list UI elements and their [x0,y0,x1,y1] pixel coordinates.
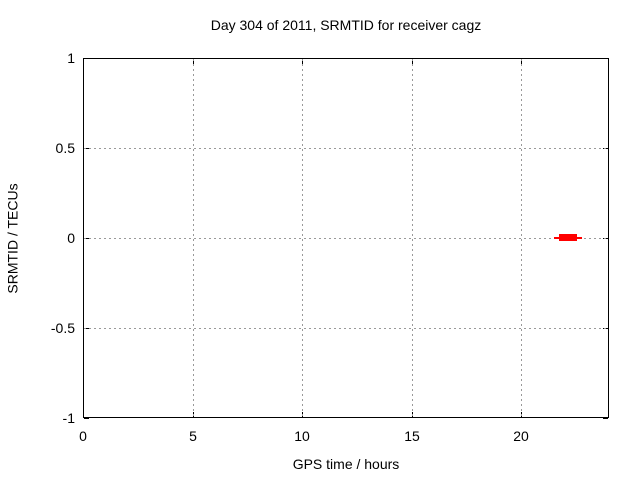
grid-line-vertical [302,59,303,417]
grid-line-horizontal [84,328,608,329]
y-tick-mark-left [84,58,89,59]
y-tick-label: 1 [67,50,75,66]
grid-line-vertical [521,59,522,417]
x-tick-label: 10 [294,428,310,444]
grid-line-horizontal [84,238,608,239]
y-tick-label: 0.5 [55,140,75,156]
data-series-segment [559,234,577,241]
x-axis-label: GPS time / hours [292,456,400,472]
y-tick-mark-right [603,58,608,59]
grid-line-horizontal [84,148,608,149]
x-tick-label: 15 [404,428,420,444]
y-tick-label: 0 [67,230,75,246]
y-tick-label: -0.5 [50,320,75,336]
grid-line-vertical [412,59,413,417]
y-tick-label: -1 [62,410,75,426]
x-tick-label: 20 [513,428,529,444]
x-tick-mark-bottom [83,412,84,417]
x-tick-mark-top [83,59,84,64]
chart-title: Day 304 of 2011, SRMTID for receiver cag… [210,17,482,33]
x-tick-label: 5 [189,428,197,444]
grid-line-vertical [193,59,194,417]
y-tick-mark-left [84,418,89,419]
x-tick-label: 0 [79,428,87,444]
y-tick-mark-right [603,418,608,419]
